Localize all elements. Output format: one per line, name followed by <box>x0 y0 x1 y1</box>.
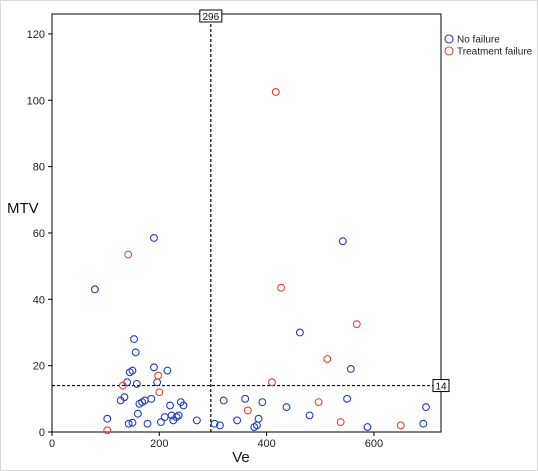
treatment-failure-point <box>124 250 133 259</box>
no-failure-point <box>131 348 140 357</box>
y-tick-label: 80 <box>33 162 45 174</box>
no-failure-point <box>305 411 314 420</box>
no-failure-point <box>241 394 250 403</box>
legend-label: No failure <box>457 35 500 46</box>
no-failure-point <box>120 393 129 402</box>
y-tick-label: 20 <box>33 361 45 373</box>
no-failure-point <box>133 409 142 418</box>
x-reference-label: 296 <box>202 12 219 23</box>
y-tick-label: 120 <box>27 29 45 41</box>
treatment-failure-point <box>277 283 286 292</box>
no-failure-point <box>163 366 172 375</box>
no-failure-point <box>130 335 139 344</box>
no-failure-point <box>215 421 224 430</box>
no-failure-point <box>422 403 430 412</box>
treatment-failure-point <box>118 381 127 390</box>
no-failure-point <box>254 414 263 423</box>
no-failure-point <box>128 366 137 375</box>
y-tick-label: 0 <box>39 427 45 439</box>
no-failure-point <box>156 418 165 426</box>
treatment-failure-point <box>336 418 345 426</box>
no-failure-point <box>233 416 242 425</box>
no-failure-point <box>346 365 355 373</box>
treatment-failure-point <box>155 388 164 397</box>
x-tick-label: 600 <box>365 438 383 450</box>
treatment-failure-point <box>271 88 280 96</box>
no-failure-point <box>90 285 99 294</box>
no-failure-point <box>147 394 156 403</box>
y-axis-title: MTV <box>7 200 39 217</box>
no-failure-point <box>192 416 201 425</box>
no-failure-point <box>343 394 352 403</box>
y-reference-box <box>432 379 450 393</box>
no-failure-point <box>143 419 152 428</box>
no-failure-point <box>149 233 158 242</box>
treatment-failure-point <box>268 378 276 387</box>
y-tick-label: 100 <box>27 95 45 107</box>
x-tick-label: 200 <box>150 438 168 450</box>
no-failure-point <box>295 328 304 337</box>
treatment-failure-point <box>396 421 405 430</box>
no-failure-point <box>128 418 137 427</box>
x-reference-box <box>199 9 223 23</box>
no-failure-point <box>282 403 291 412</box>
no-failure-point <box>210 419 219 428</box>
no-failure-point <box>179 401 188 410</box>
x-axis-title: Ve <box>232 449 250 466</box>
treatment-failure-point <box>103 426 112 435</box>
no-failure-point <box>153 378 162 387</box>
legend-label: Treatment failure <box>457 47 533 58</box>
plot-border <box>51 13 442 433</box>
treatment-failure-point <box>314 398 323 407</box>
y-reference-label: 14 <box>435 382 447 393</box>
y-tick-label: 40 <box>33 294 45 306</box>
no-failure-point <box>219 396 228 405</box>
legend-marker <box>444 34 454 44</box>
treatment-failure-point <box>243 406 252 415</box>
no-failure-point <box>166 401 174 410</box>
no-failure-point <box>160 413 169 422</box>
legend-marker <box>444 46 454 56</box>
no-failure-point <box>419 419 428 428</box>
no-failure-point <box>258 398 267 407</box>
no-failure-point <box>338 237 347 246</box>
no-failure-point <box>172 413 181 422</box>
y-tick-label: 60 <box>33 228 45 240</box>
no-failure-point <box>363 423 372 431</box>
x-tick-label: 0 <box>49 438 55 450</box>
treatment-failure-point <box>352 320 361 329</box>
no-failure-point <box>124 419 133 428</box>
no-failure-point <box>103 414 112 423</box>
no-failure-point <box>174 411 183 420</box>
x-tick-label: 400 <box>257 438 275 450</box>
treatment-failure-point <box>154 371 163 380</box>
treatment-failure-point <box>323 355 332 363</box>
no-failure-point <box>132 379 141 388</box>
no-failure-point <box>149 363 158 372</box>
